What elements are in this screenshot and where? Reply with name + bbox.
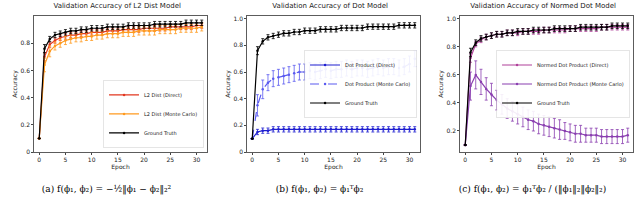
html-text:(a) f(ϕ₁, ϕ₂) = −½‖ϕ₁ − ϕ₂‖₂²: (a) f(ϕ₁, ϕ₂) = −½‖ϕ₁ − ϕ₂‖₂² <box>41 184 172 194</box>
svg-text:Accuracy: Accuracy <box>437 70 445 98</box>
svg-text:Normed Dot Product (Monte Carl: Normed Dot Product (Monte Carlo) <box>537 81 624 87</box>
svg-text:15: 15 <box>114 156 122 163</box>
svg-text:0.4: 0.4 <box>233 95 243 102</box>
svg-text:L2 Dist (Monte Carlo): L2 Dist (Monte Carlo) <box>144 111 197 117</box>
svg-text:20: 20 <box>566 156 574 163</box>
svg-text:0.6: 0.6 <box>233 68 243 75</box>
svg-text:0: 0 <box>250 156 254 163</box>
svg-text:Ground Truth: Ground Truth <box>345 100 378 106</box>
svg-text:Ground Truth: Ground Truth <box>144 130 177 136</box>
svg-text:5: 5 <box>64 156 68 163</box>
svg-text:Normed Dot Product (Direct): Normed Dot Product (Direct) <box>537 62 608 68</box>
svg-text:15: 15 <box>540 156 548 163</box>
svg-text:5: 5 <box>490 156 494 163</box>
svg-text:Epoch: Epoch <box>537 163 556 171</box>
svg-text:30: 30 <box>619 156 627 163</box>
svg-text:Validation Accuracy of L2 Dist: Validation Accuracy of L2 Dist Model <box>53 2 181 10</box>
svg-text:0.2: 0.2 <box>446 127 456 134</box>
svg-text:0.8: 0.8 <box>20 39 30 46</box>
svg-text:0: 0 <box>37 156 41 163</box>
svg-text:Epoch: Epoch <box>111 163 130 171</box>
svg-text:Ground Truth: Ground Truth <box>537 100 570 106</box>
svg-text:0.2: 0.2 <box>20 121 30 128</box>
svg-text:Dot Product (Monte Carlo): Dot Product (Monte Carlo) <box>345 81 410 87</box>
svg-text:15: 15 <box>327 156 335 163</box>
svg-text:0.4: 0.4 <box>446 99 456 106</box>
html-text:(b) f(ϕ₁, ϕ₂) = ϕ₁ᵀϕ₂: (b) f(ϕ₁, ϕ₂) = ϕ₁ᵀϕ₂ <box>275 184 364 194</box>
svg-text:0: 0 <box>239 148 243 155</box>
svg-text:5: 5 <box>277 156 281 163</box>
svg-text:0: 0 <box>463 156 467 163</box>
svg-text:Dot Product (Direct): Dot Product (Direct) <box>345 62 395 68</box>
svg-text:30: 30 <box>193 156 201 163</box>
svg-text:0.6: 0.6 <box>446 71 456 78</box>
svg-text:0.8: 0.8 <box>446 43 456 50</box>
svg-text:0.4: 0.4 <box>20 94 30 101</box>
svg-text:20: 20 <box>353 156 361 163</box>
svg-text:Validation Accuracy of Dot Mod: Validation Accuracy of Dot Model <box>272 2 388 10</box>
svg-text:0.2: 0.2 <box>233 121 243 128</box>
svg-text:25: 25 <box>592 156 600 163</box>
html-text:(c) f(ϕ₁, ϕ₂) = ϕ₁ᵀϕ₂ / (‖ϕ₁‖₂: (c) f(ϕ₁, ϕ₂) = ϕ₁ᵀϕ₂ / (‖ϕ₁‖₂‖ϕ₂‖₂) <box>458 184 607 194</box>
svg-text:10: 10 <box>88 156 96 163</box>
svg-text:0.8: 0.8 <box>233 41 243 48</box>
svg-text:20: 20 <box>140 156 148 163</box>
svg-text:Accuracy: Accuracy <box>224 70 232 98</box>
svg-text:0: 0 <box>26 148 30 155</box>
svg-text:25: 25 <box>166 156 174 163</box>
svg-text:1.0: 1.0 <box>233 15 243 22</box>
svg-text:10: 10 <box>514 156 522 163</box>
svg-text:1.0: 1.0 <box>446 15 456 22</box>
svg-text:10: 10 <box>301 156 309 163</box>
svg-text:Accuracy: Accuracy <box>11 70 19 98</box>
svg-text:30: 30 <box>406 156 414 163</box>
svg-text:L2 Dist (Direct): L2 Dist (Direct) <box>144 92 182 98</box>
svg-text:Validation Accuracy of Normed: Validation Accuracy of Normed Dot Model <box>470 2 616 10</box>
svg-text:0.6: 0.6 <box>20 67 30 74</box>
svg-text:Epoch: Epoch <box>324 163 343 171</box>
svg-text:25: 25 <box>379 156 387 163</box>
